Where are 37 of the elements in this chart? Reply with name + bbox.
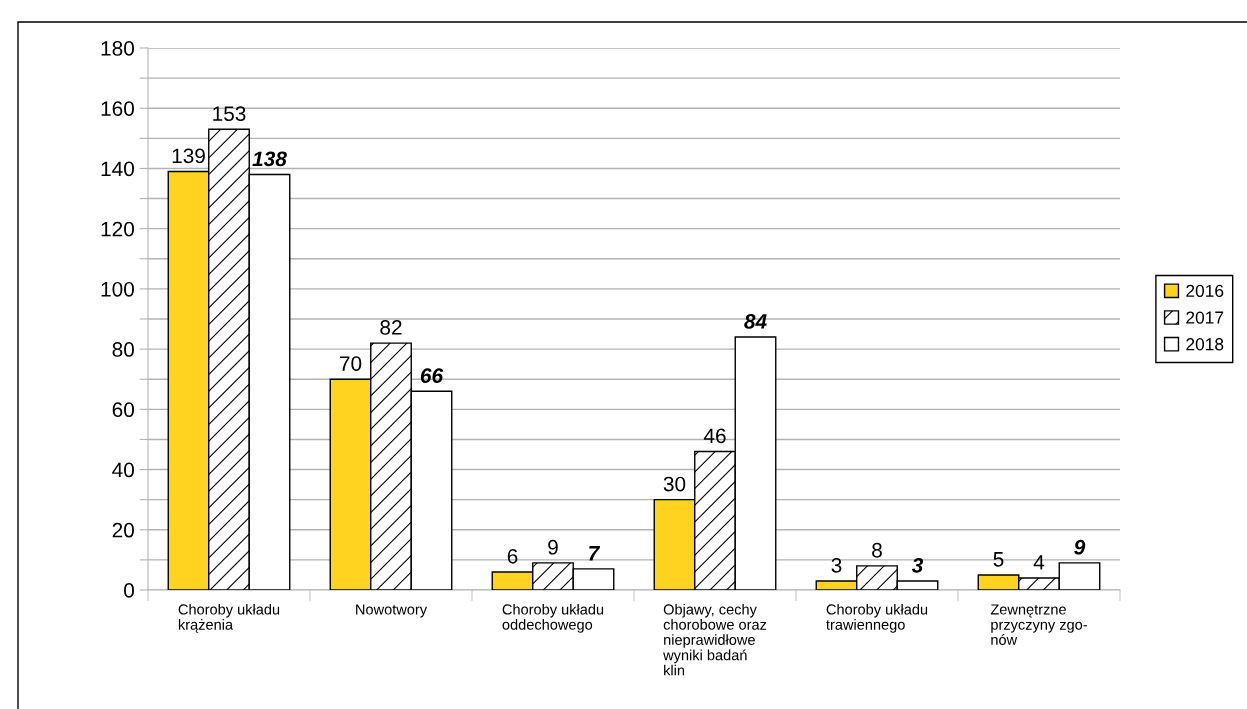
data-label: 66 bbox=[420, 368, 444, 383]
y-tick-label: 0 bbox=[124, 583, 134, 598]
y-tick-label: 40 bbox=[112, 462, 134, 478]
x-tick-label: Objawy, cechy chorobowe oraz nieprawidłowe wyniki badań klin bbox=[663, 603, 767, 676]
data-label: 8 bbox=[872, 542, 882, 558]
y-tick-label: 160 bbox=[101, 101, 134, 116]
data-label: 5 bbox=[993, 552, 1004, 567]
legend-label: 2016 bbox=[1186, 284, 1224, 298]
x-tick-label: Choroby układu oddechowego bbox=[502, 603, 604, 633]
data-label: 3 bbox=[911, 557, 924, 573]
data-label: 46 bbox=[703, 428, 726, 444]
x-tick-label: Nowotwory bbox=[356, 604, 428, 618]
data-label: 9 bbox=[1074, 539, 1086, 555]
data-label: 138 bbox=[252, 151, 287, 167]
y-tick-label: 140 bbox=[101, 161, 134, 177]
data-label: 30 bbox=[663, 476, 686, 492]
y-tick-label: 120 bbox=[101, 221, 134, 237]
x-tick-label: Zewnętrzne przyczyny zgo- nów bbox=[990, 604, 1087, 645]
data-label: 4 bbox=[1033, 555, 1045, 570]
y-tick-label: 180 bbox=[101, 41, 134, 56]
x-tick-label: Choroby układu trawiennego bbox=[826, 603, 928, 633]
y-tick-label: 20 bbox=[112, 522, 134, 538]
data-label: 82 bbox=[380, 320, 402, 335]
x-tick-label: Choroby układu krążenia bbox=[178, 603, 280, 633]
data-label: 70 bbox=[339, 356, 362, 371]
data-label: 3 bbox=[831, 557, 842, 573]
legend-label: 2018 bbox=[1186, 338, 1224, 351]
legend-label: 2017 bbox=[1186, 311, 1224, 324]
y-tick-label: 80 bbox=[112, 342, 134, 357]
data-label: 139 bbox=[172, 148, 205, 164]
y-tick-label: 100 bbox=[101, 281, 134, 297]
data-label: 153 bbox=[213, 106, 246, 122]
data-label: 7 bbox=[589, 546, 601, 561]
data-label: 9 bbox=[548, 539, 558, 555]
data-label: 6 bbox=[507, 548, 518, 564]
y-tick-label: 60 bbox=[112, 402, 134, 418]
data-label: 84 bbox=[744, 314, 767, 329]
